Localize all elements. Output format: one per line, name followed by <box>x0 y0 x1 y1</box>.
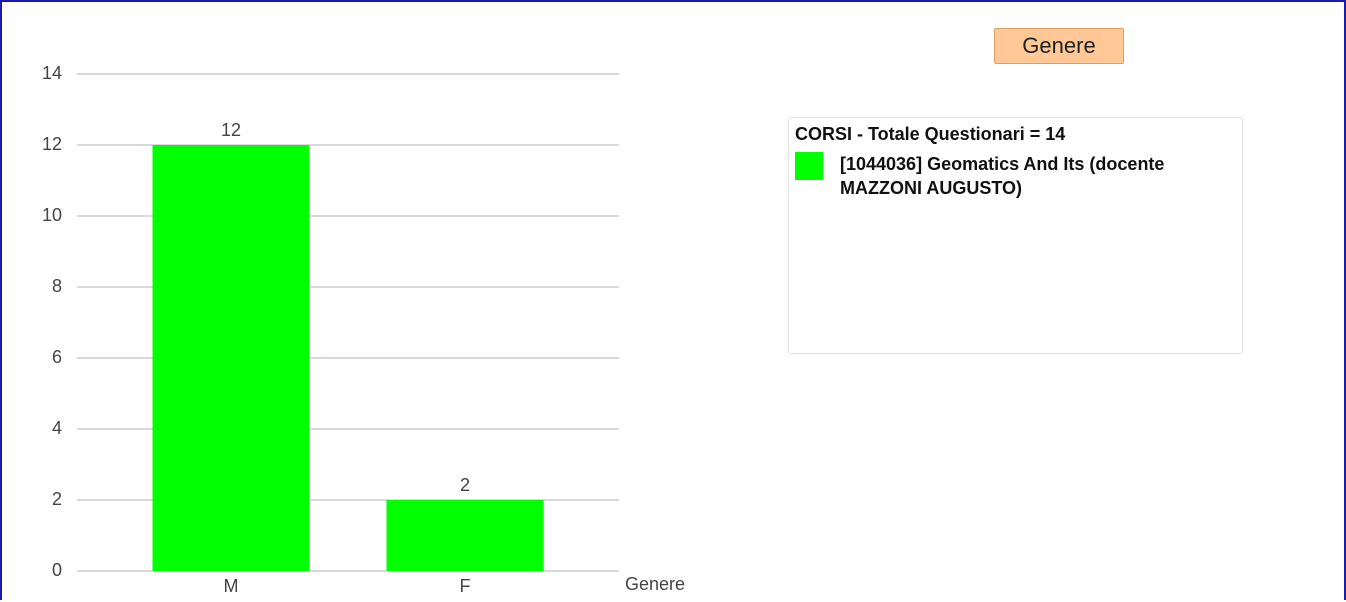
y-tick-label: 14 <box>42 63 62 83</box>
y-tick-label: 10 <box>42 205 62 225</box>
legend: CORSI - Totale Questionari = 14 [1044036… <box>788 117 1243 354</box>
y-tick-label: 6 <box>52 347 62 367</box>
x-axis-label: Genere <box>625 574 685 594</box>
bar <box>386 500 544 571</box>
y-tick-label: 4 <box>52 418 62 438</box>
y-tick-label: 0 <box>52 560 62 580</box>
data-label: 2 <box>460 475 470 495</box>
x-tick-label: F <box>460 576 471 596</box>
data-label: 12 <box>221 120 241 140</box>
legend-entry: [1044036] Geomatics And Its (docente MAZ… <box>795 152 1236 200</box>
legend-title: CORSI - Totale Questionari = 14 <box>795 124 1066 144</box>
x-tick-label: M <box>224 576 239 596</box>
legend-swatch <box>795 152 823 180</box>
legend-label: [1044036] Geomatics And Its (docente MAZ… <box>840 154 1165 198</box>
chart-title[interactable]: Genere <box>994 28 1124 64</box>
bar <box>152 145 310 571</box>
y-tick-label: 12 <box>42 134 62 154</box>
y-tick-label: 8 <box>52 276 62 296</box>
y-tick-label: 2 <box>52 489 62 509</box>
